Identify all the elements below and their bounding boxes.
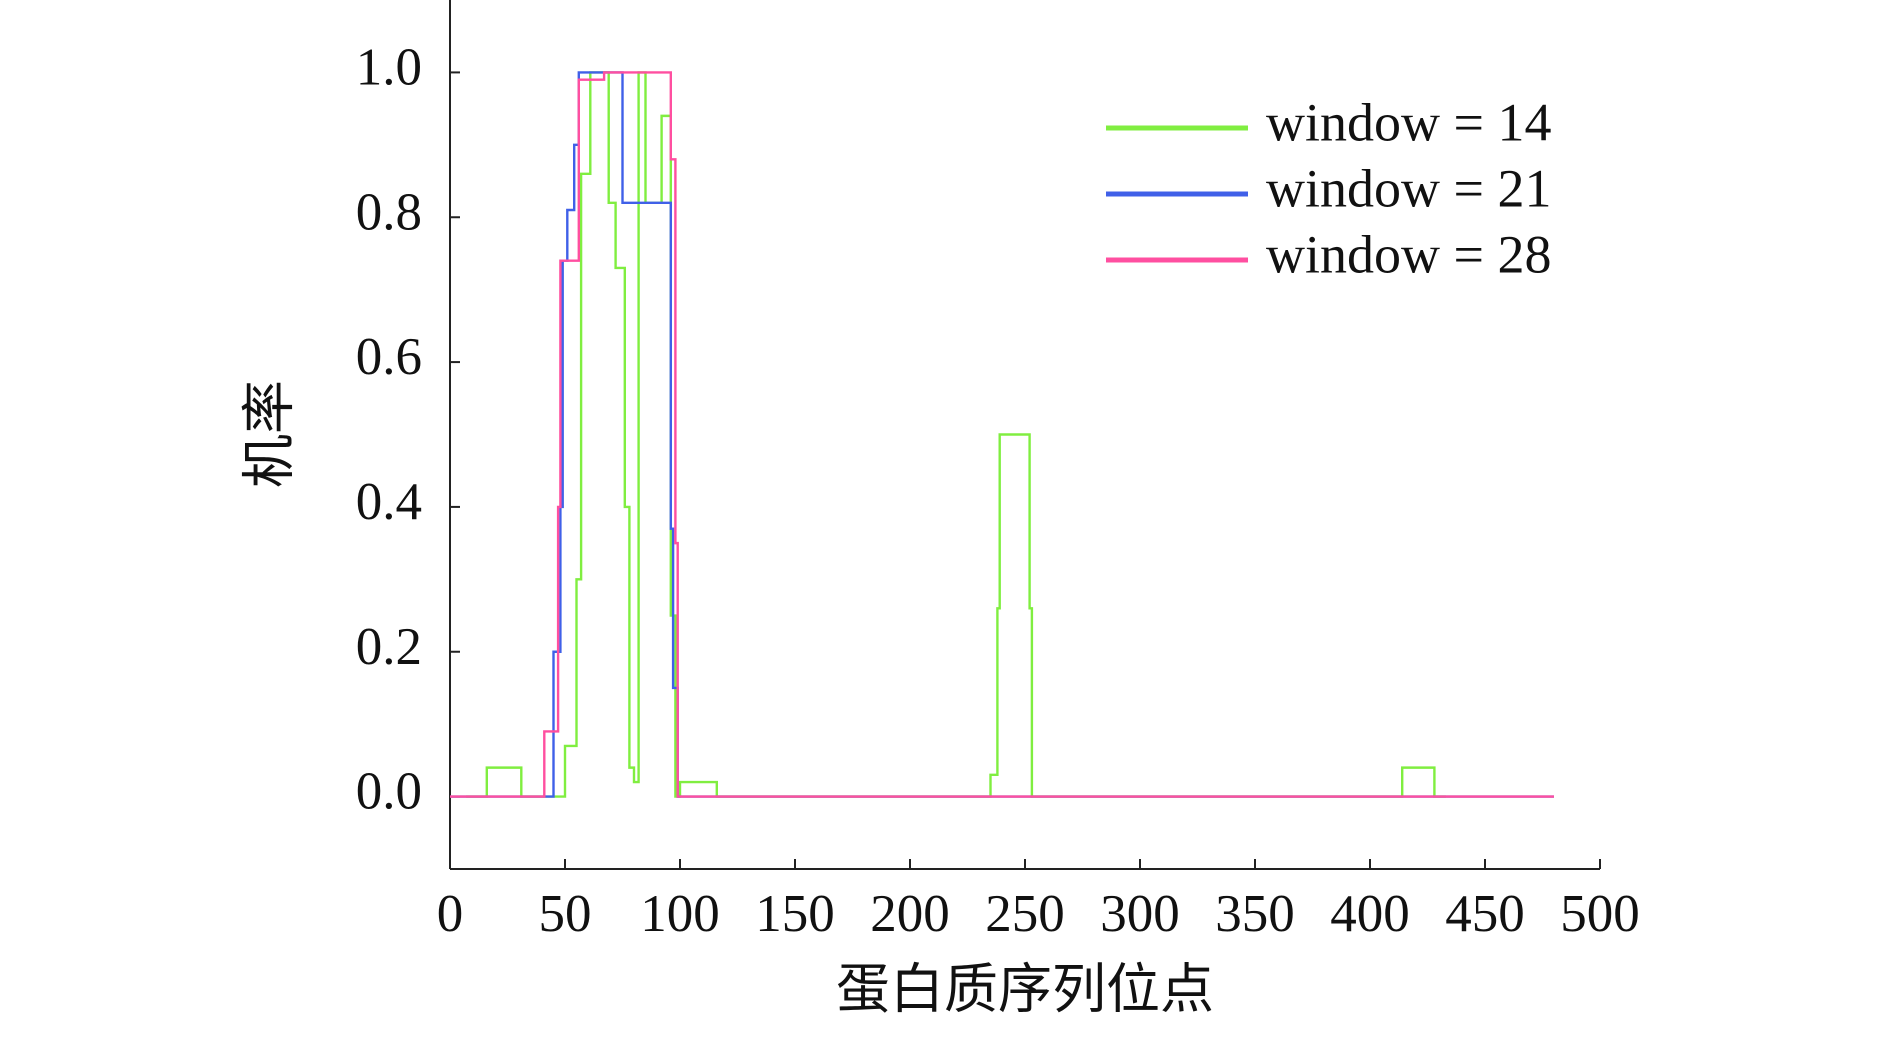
x-tick-label: 100: [640, 885, 720, 943]
y-tick-label: 0.0: [356, 763, 422, 821]
y-tick-label: 0.6: [356, 328, 422, 386]
x-tick-label: 400: [1330, 885, 1410, 943]
y-tick-label: 0.4: [356, 473, 422, 531]
line-series: [450, 71, 1554, 798]
line-series: [450, 71, 1554, 798]
x-tick-label: 150: [755, 885, 835, 943]
x-tick-label: 500: [1560, 885, 1640, 943]
legend-label: window = 28: [1266, 224, 1551, 284]
x-tick-label: 300: [1100, 885, 1180, 943]
x-tick-label: 450: [1445, 885, 1525, 943]
x-axis-label: 蛋白质序列位点: [836, 959, 1214, 1019]
x-tick-label: 50: [539, 885, 592, 943]
x-tick-label: 0: [437, 885, 464, 943]
legend-label: window = 21: [1266, 158, 1551, 218]
y-axis-label: 机率: [239, 380, 299, 488]
x-tick-label: 200: [870, 885, 950, 943]
legend-label: window = 14: [1266, 92, 1551, 152]
y-tick-label: 1.0: [356, 39, 422, 97]
x-tick-label: 350: [1215, 885, 1295, 943]
y-tick-label: 0.8: [356, 183, 422, 241]
line-series: [466, 71, 1446, 798]
y-tick-label: 0.2: [356, 618, 422, 676]
x-tick-label: 250: [985, 885, 1065, 943]
